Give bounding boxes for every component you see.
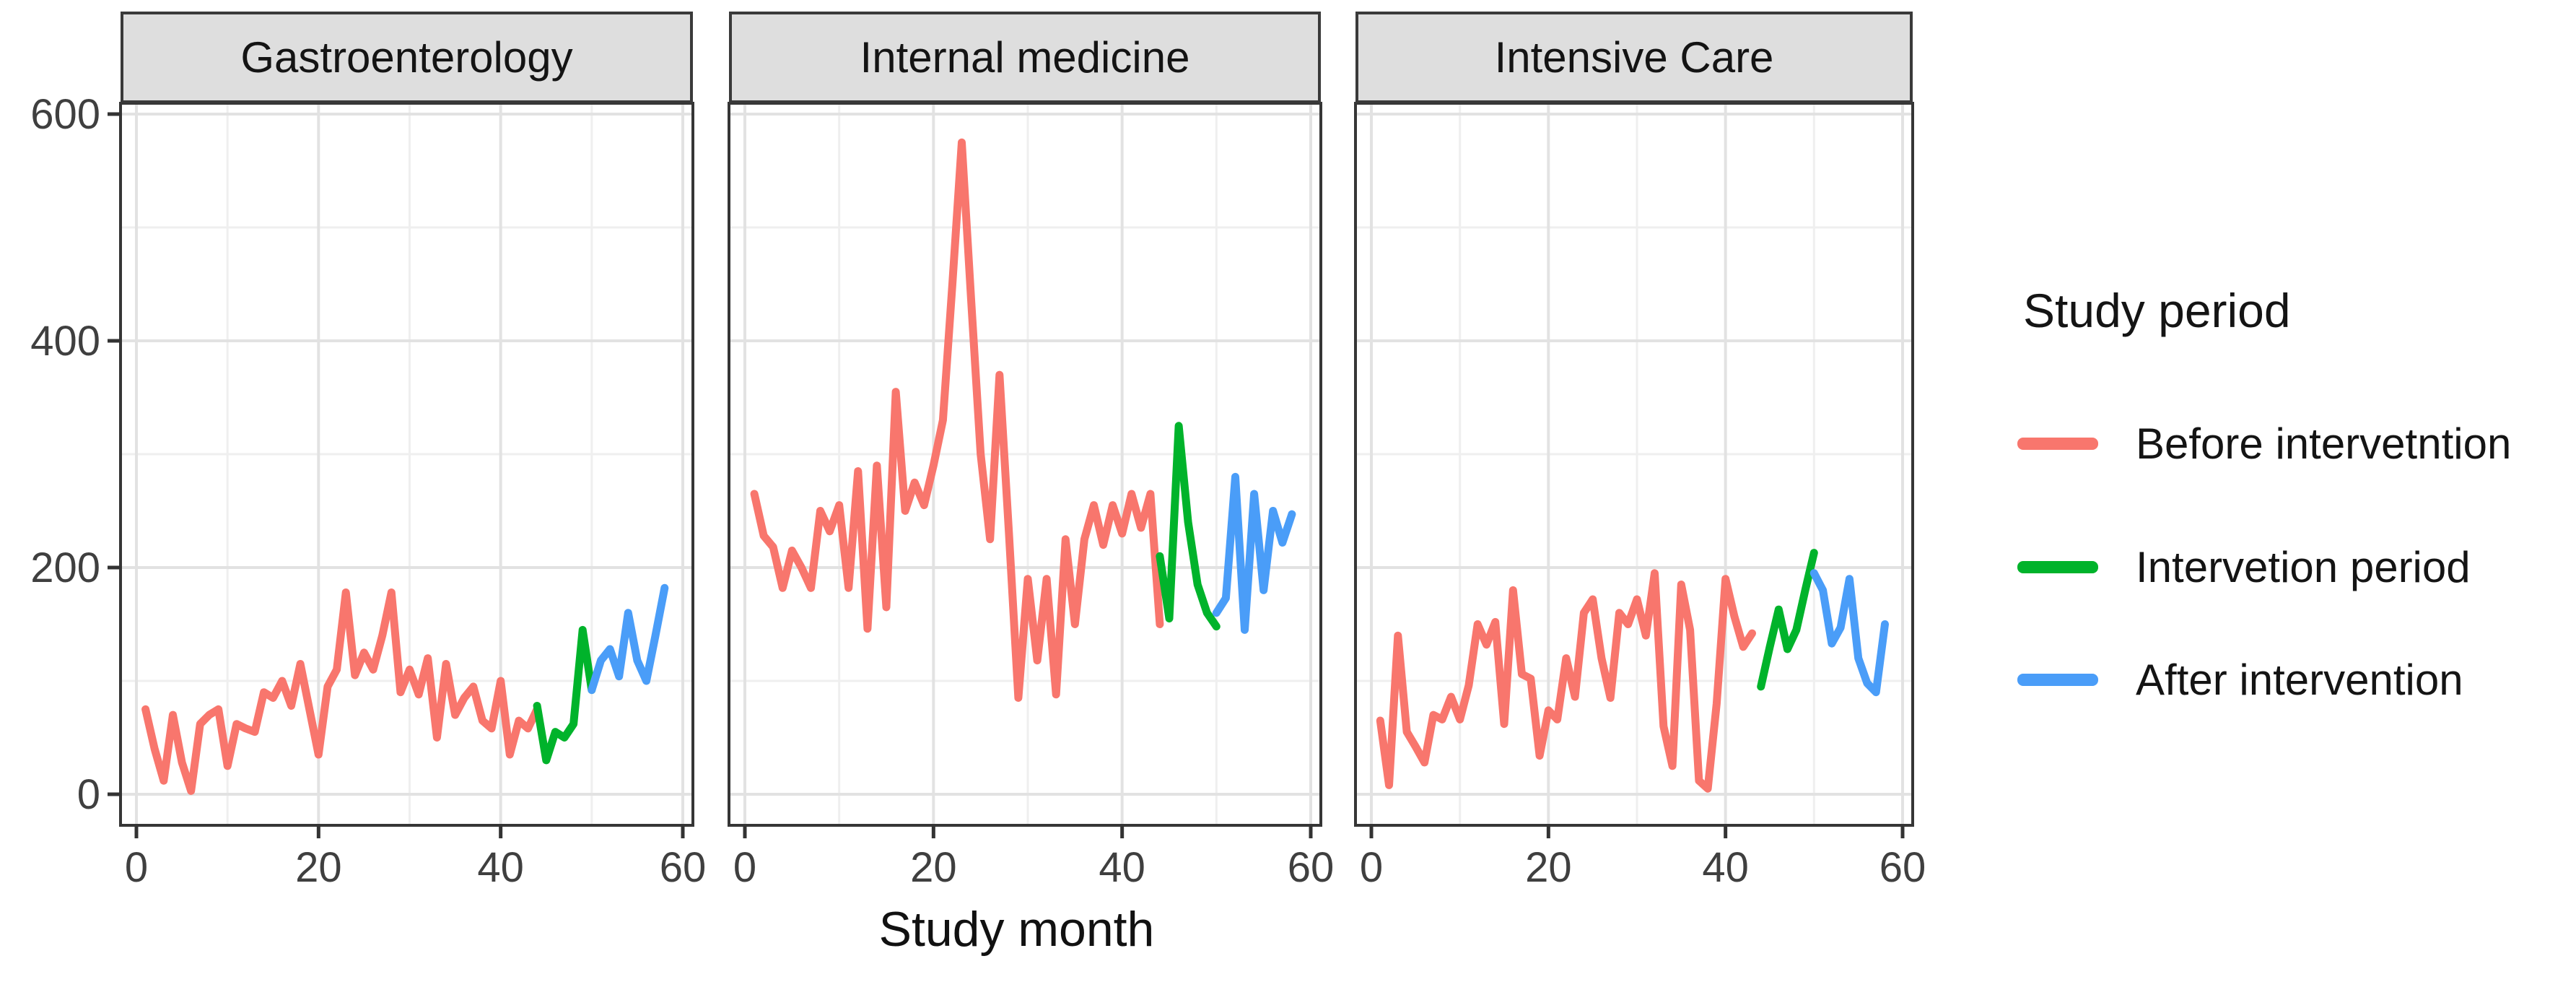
x-axis-title: Study month [878,902,1155,957]
facet-title: Gastroenterology [240,33,573,82]
facet-strip-internal-medicine: Internal medicine [729,12,1321,103]
series-line-before [1376,569,1756,793]
facet-strip-gastroenterology: Gastroenterology [121,12,693,103]
x-tick-label: 40 [1099,844,1145,891]
legend-title: Study period [2023,284,2291,337]
x-tick-label: 20 [295,844,342,891]
legend: Study period Before intervetntion Interv… [2017,0,2576,982]
x-tick-label: 0 [733,844,756,891]
legend-item-after: After intervention [2017,651,2463,708]
panel-border [1354,102,1914,827]
y-tick-label: 600 [30,91,100,138]
series-line-after [1212,472,1296,634]
legend-item-before: Before intervetntion [2017,414,2511,472]
series-line-before [141,588,541,795]
facet-title: Intensive Care [1494,33,1774,82]
legend-label: After intervention [2136,655,2463,704]
series-line-after [1809,569,1889,697]
legend-label: Before intervetntion [2136,419,2512,468]
facet-title: Internal medicine [860,33,1190,82]
series-line-before [750,138,1164,702]
panel-background [121,103,693,825]
x-tick-label: 60 [660,844,707,891]
x-tick-label: 0 [1360,844,1383,891]
legend-item-during: Intervetion period [2017,538,2471,596]
y-tick-label: 200 [30,544,100,591]
series-line-during [1757,549,1818,691]
series-line-after [588,583,669,695]
y-tick-label: 0 [77,771,100,818]
x-tick-label: 40 [1702,844,1749,891]
facet-strip-intensive-care: Intensive Care [1355,12,1913,103]
x-tick-label: 20 [1525,844,1572,891]
panel-internal-medicine: 0 20 40 60 [728,102,1335,891]
y-tick-label: 400 [30,318,100,365]
series-group [750,138,1296,702]
series-group [1376,549,1889,793]
series-line-during [533,625,596,765]
x-tick-label: 0 [125,844,148,891]
legend-key-after-swatch [2017,673,2098,686]
x-tick-label: 60 [1288,844,1335,891]
legend-label: Intervetion period [2136,542,2471,591]
panel-background [729,103,1321,825]
panel-intensive-care: 0 20 40 60 [1354,102,1926,891]
series-line-during [1156,422,1221,631]
x-tick-label: 60 [1879,844,1926,891]
x-tick-label: 40 [477,844,524,891]
x-tick-label: 20 [910,844,957,891]
legend-key-before-swatch [2017,437,2098,450]
legend-key-during-swatch [2017,560,2098,573]
series-group [141,583,669,795]
panel-border [728,102,1322,827]
panel-border [119,102,694,827]
